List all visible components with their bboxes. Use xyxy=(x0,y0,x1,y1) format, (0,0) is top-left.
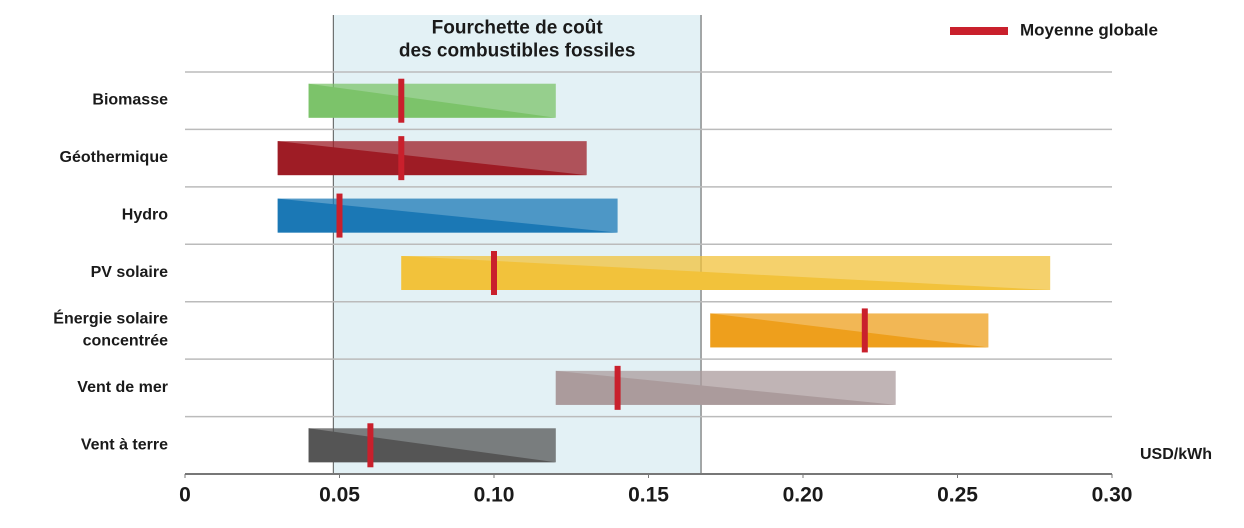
average-marker xyxy=(491,251,497,295)
category-label: Vent à terre xyxy=(81,437,168,454)
x-axis-label: USD/kWh xyxy=(1140,446,1212,463)
category-label: Hydro xyxy=(122,207,168,224)
average-marker xyxy=(367,423,374,468)
x-tick-label: 0 xyxy=(179,484,191,507)
shaded-range-label: Fourchette de coût des combustibles fossi… xyxy=(399,18,636,62)
x-tick-label: 0.15 xyxy=(628,484,669,507)
average-marker xyxy=(861,308,868,353)
range-bar-group xyxy=(401,256,1051,290)
range-bar-group xyxy=(555,370,896,405)
range-bar-group xyxy=(308,428,556,463)
range-bar-group xyxy=(277,198,618,233)
x-tick-label: 0.05 xyxy=(319,484,360,507)
range-bar-shade xyxy=(401,256,1051,290)
range-bar-shade xyxy=(710,313,989,348)
average-marker xyxy=(398,78,405,123)
category-label: Vent de mer xyxy=(77,379,168,396)
x-tick-label: 0.20 xyxy=(783,484,824,507)
x-tick-label: 0.25 xyxy=(937,484,978,507)
category-label: PV solaire xyxy=(91,264,168,281)
range-bar-group xyxy=(308,83,556,118)
range-bar-shade xyxy=(555,370,896,405)
average-marker xyxy=(614,365,621,410)
legend-label: Moyenne globale xyxy=(1020,20,1158,39)
range-bar-shade xyxy=(308,83,556,118)
category-label: Biomasse xyxy=(92,92,168,109)
legend-swatch xyxy=(950,27,1008,35)
x-tick-label: 0.10 xyxy=(474,484,515,507)
category-label: Géothermique xyxy=(60,149,169,166)
category-label: Énergie solaire concentrée xyxy=(53,309,168,350)
average-marker xyxy=(398,136,405,181)
range-bar-group xyxy=(710,313,989,348)
range-bar-group xyxy=(277,141,587,176)
range-bar-shade xyxy=(277,141,587,176)
x-tick-label: 0.30 xyxy=(1092,484,1133,507)
range-bar-shade xyxy=(277,198,618,233)
average-marker xyxy=(336,193,343,238)
